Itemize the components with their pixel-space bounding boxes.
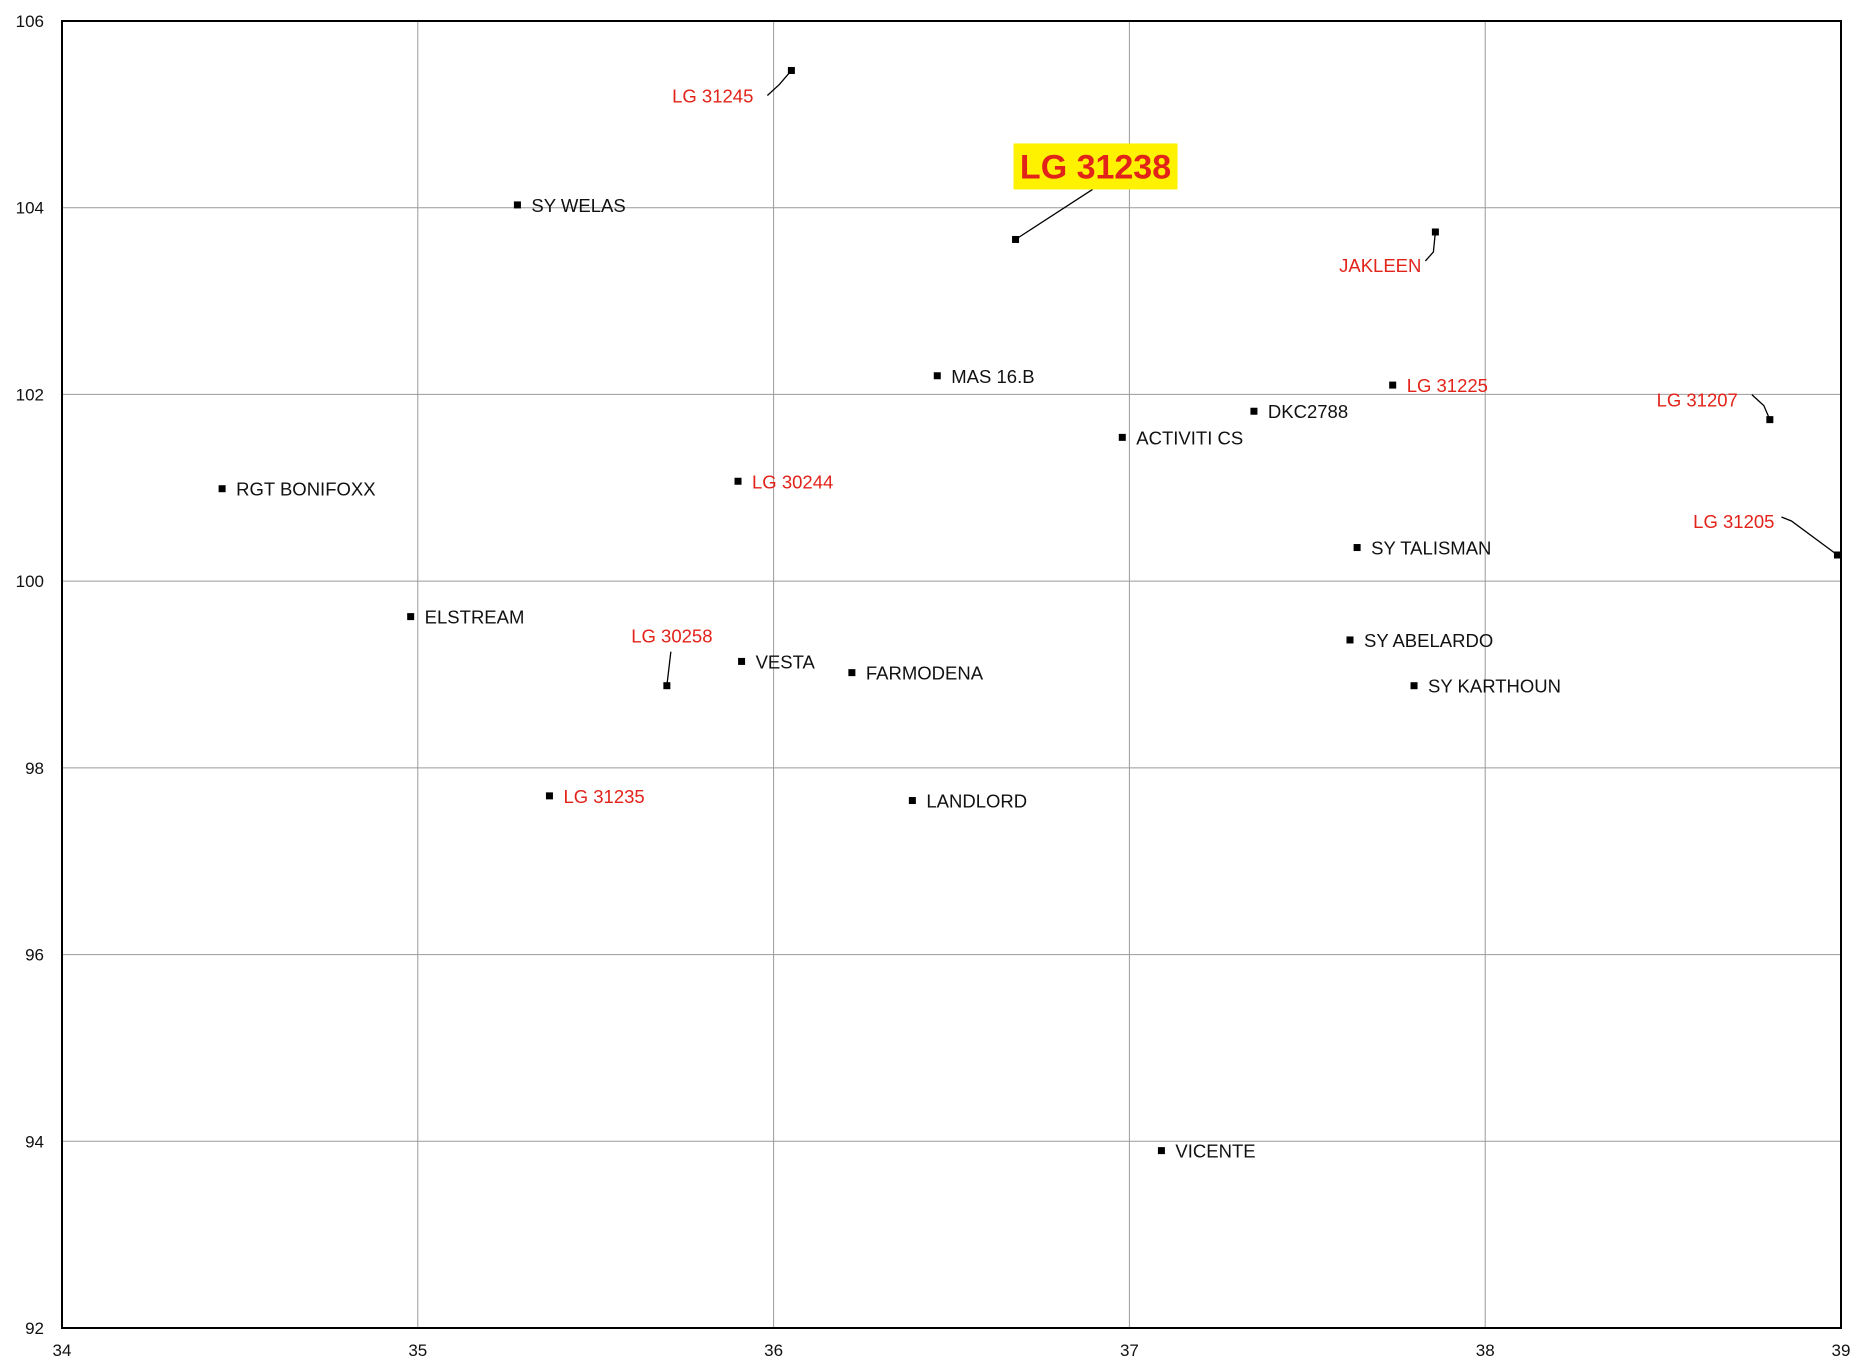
y-tick-label: 106	[16, 12, 44, 31]
y-tick-label: 104	[16, 199, 44, 218]
data-points: LG 31245 SY WELAS LG 31238 JAKLEEN MAS 16.B L…	[218, 66, 1841, 1162]
leader-line	[1424, 231, 1437, 262]
data-point: ACTIVITI CS	[1118, 427, 1243, 448]
point-label: SY ABELARDO	[1364, 630, 1493, 651]
x-tick-label: 36	[764, 1341, 783, 1360]
point-label: LG 31245	[672, 85, 753, 106]
point-label: ELSTREAM	[425, 607, 525, 628]
point-marker	[1410, 682, 1418, 690]
data-point: LG 31207	[1657, 390, 1774, 424]
point-marker	[513, 201, 521, 209]
data-point: SY ABELARDO	[1346, 630, 1493, 651]
y-tick-label: 102	[16, 385, 44, 404]
point-label: LG 31238	[1020, 148, 1171, 186]
data-point: FARMODENA	[848, 663, 984, 684]
data-point: LG 31245	[672, 66, 795, 106]
point-label: LG 31235	[563, 786, 644, 807]
point-marker	[848, 669, 856, 677]
point-label: LG 31205	[1693, 511, 1774, 532]
point-marker	[545, 792, 553, 800]
highlight-box	[1013, 143, 1178, 190]
point-marker	[1250, 407, 1258, 415]
point-label: RGT BONIFOXX	[236, 479, 375, 500]
grid-lines	[62, 21, 1841, 1328]
x-axis-ticks: 34 35 36 37 38 39	[53, 1341, 1851, 1360]
point-marker	[1157, 1147, 1165, 1155]
data-point: RGT BONIFOXX	[218, 479, 376, 500]
data-point: LG 30258	[631, 626, 712, 690]
data-point: LG 31238	[1012, 143, 1178, 243]
point-label: SY WELAS	[531, 195, 625, 216]
point-label: SY TALISMAN	[1371, 538, 1491, 559]
data-point: SY TALISMAN	[1353, 538, 1491, 559]
point-label: VICENTE	[1175, 1141, 1255, 1162]
y-tick-label: 100	[16, 572, 44, 591]
point-label: ACTIVITI CS	[1136, 427, 1243, 448]
point-label: FARMODENA	[866, 663, 984, 684]
point-marker	[218, 485, 226, 493]
leader-line	[1781, 516, 1838, 556]
point-label: MAS 16.B	[951, 366, 1034, 387]
leader-line	[766, 70, 792, 96]
x-tick-label: 39	[1832, 1341, 1851, 1360]
leader-line	[666, 651, 672, 686]
data-point: SY WELAS	[513, 195, 626, 216]
y-tick-label: 98	[25, 759, 44, 778]
point-marker	[933, 372, 941, 380]
point-label: LG 30258	[631, 626, 712, 647]
data-point: LG 31225	[1389, 375, 1488, 396]
point-marker	[407, 613, 415, 621]
point-marker	[1346, 636, 1354, 644]
point-label: LG 30244	[752, 471, 833, 492]
data-point: SY KARTHOUN	[1410, 676, 1561, 697]
point-marker	[1353, 544, 1361, 552]
y-tick-label: 96	[25, 946, 44, 965]
point-label: LG 31207	[1657, 390, 1738, 411]
point-label: SY KARTHOUN	[1428, 676, 1561, 697]
data-point: JAKLEEN	[1339, 228, 1439, 276]
x-tick-label: 34	[53, 1341, 72, 1360]
data-point: LG 31235	[545, 786, 645, 807]
y-tick-label: 94	[25, 1132, 44, 1151]
data-point: LG 31205	[1693, 511, 1841, 559]
x-tick-label: 38	[1476, 1341, 1495, 1360]
point-label: LG 31225	[1407, 375, 1488, 396]
point-marker	[908, 797, 916, 805]
leader-line	[1015, 188, 1093, 241]
point-marker	[738, 657, 746, 665]
point-marker	[1389, 381, 1397, 389]
data-point: DKC2788	[1250, 401, 1348, 422]
data-point: LANDLORD	[908, 791, 1027, 812]
point-label: LANDLORD	[926, 791, 1027, 812]
y-tick-label: 92	[25, 1319, 44, 1338]
point-label: JAKLEEN	[1339, 255, 1421, 276]
point-marker	[734, 477, 742, 485]
point-label: DKC2788	[1268, 401, 1348, 422]
y-axis-ticks: 92 94 96 98 100 102 104 106	[16, 12, 44, 1338]
data-point: VESTA	[738, 651, 816, 672]
data-point: ELSTREAM	[407, 607, 524, 628]
data-point: VICENTE	[1157, 1141, 1256, 1162]
data-point: LG 30244	[734, 471, 833, 492]
leader-line	[1751, 394, 1771, 420]
point-label: VESTA	[756, 651, 816, 672]
point-marker	[1118, 433, 1126, 441]
x-tick-label: 37	[1120, 1341, 1139, 1360]
plot-frame	[61, 20, 1842, 1329]
data-point: MAS 16.B	[933, 366, 1035, 387]
x-tick-label: 35	[408, 1341, 427, 1360]
